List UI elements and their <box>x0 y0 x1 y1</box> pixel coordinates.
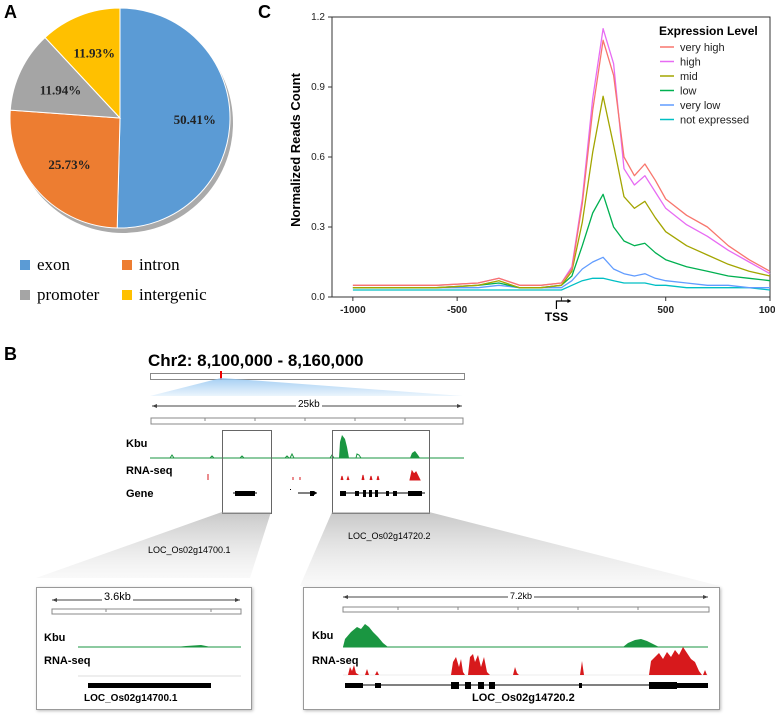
pie-legend-label: intron <box>139 255 180 274</box>
zoom-wedge <box>150 378 463 396</box>
pie-slice-label: 11.94% <box>40 83 82 98</box>
tss-arrowhead <box>567 299 572 303</box>
zoom2-track-kbu: Kbu <box>312 630 334 642</box>
focus-box-gene1 <box>222 430 272 514</box>
legend-label: high <box>680 57 701 69</box>
gene-label-2-zoom: LOC_Os02g14720.2 <box>472 692 575 704</box>
track-label-kbu: Kbu <box>126 438 148 450</box>
zoom1-track-rna: RNA-seq <box>44 655 91 667</box>
series-line-not-expressed <box>352 277 771 291</box>
series-line-very-low <box>352 256 770 289</box>
y-tick-label: 0.6 <box>311 152 325 163</box>
gene-label-1-main: LOC_Os02g14700.1 <box>148 545 231 555</box>
x-tick-label: -500 <box>447 305 467 316</box>
track-label-gene: Gene <box>126 488 154 500</box>
series-line-mid <box>352 95 771 289</box>
pie-legend-item-intergenic: intergenic <box>122 285 207 305</box>
x-tick-label: 1000 <box>759 305 775 316</box>
pie-legend-label: exon <box>37 255 71 274</box>
legend-label: very low <box>680 100 720 112</box>
zoom-tracks-gene1 <box>51 598 242 688</box>
legend-label: not expressed <box>680 115 749 127</box>
promoter-swatch <box>20 290 30 300</box>
legend-title: Expression Level <box>659 24 758 38</box>
intergenic-swatch <box>122 290 132 300</box>
gene-label-2-main: LOC_Os02g14720.2 <box>348 531 431 541</box>
pie-slice-intron <box>9 109 121 229</box>
pie-slice-label: 25.73% <box>48 157 90 172</box>
legend-label: low <box>680 86 697 98</box>
legend-label: very high <box>680 42 725 54</box>
intron-swatch <box>122 260 132 270</box>
pie-slice-label: 11.93% <box>73 45 115 60</box>
pie-legend-item-intron: intron <box>122 255 180 275</box>
y-tick-label: 0.0 <box>311 292 325 303</box>
pie-slice-promoter <box>9 36 122 119</box>
pie-chart: 50.41% 25.73% 11.94% 11.93% <box>9 7 233 233</box>
series-line-high <box>352 28 771 286</box>
y-tick-label: 0.3 <box>311 222 325 233</box>
zoom-panel-gene1 <box>36 587 252 710</box>
chromosome-ideogram <box>150 373 465 380</box>
region-marker <box>220 371 222 380</box>
tss-label: TSS <box>545 310 568 324</box>
zoom-fans <box>36 512 720 586</box>
pie-legend-item-promoter: promoter <box>20 285 99 305</box>
series-line-low <box>352 193 771 289</box>
tss-arrow-icon <box>555 300 570 309</box>
pie-legend-label: intergenic <box>139 285 207 304</box>
zoom1-scale-label: 3.6kb <box>102 591 133 603</box>
line-chart: Normalized Reads Count 0.0 0.3 0.6 0.9 1.2 -1… <box>288 12 775 324</box>
panel-letter-a: A <box>4 2 17 22</box>
y-tick-label: 0.9 <box>311 82 325 93</box>
zoom2-track-rna: RNA-seq <box>312 655 359 667</box>
legend-label: mid <box>680 71 698 83</box>
pie-legend-label: promoter <box>37 285 100 304</box>
series-line-very-high <box>352 39 771 286</box>
zoom-tracks-gene2 <box>342 595 710 689</box>
pie-slice-label: 50.41% <box>174 112 216 127</box>
focus-box-gene2 <box>332 430 430 514</box>
plot-frame <box>331 16 771 298</box>
x-tick-label: -1000 <box>340 305 366 316</box>
exon-swatch <box>20 260 30 270</box>
zoom2-scale-label: 7.2kb <box>508 591 535 601</box>
pie-legend-item-exon: exon <box>20 255 70 275</box>
main-tracks <box>150 435 464 497</box>
zoom1-track-kbu: Kbu <box>44 632 66 644</box>
y-axis-label: Normalized Reads Count <box>288 72 303 227</box>
y-tick-label: 1.2 <box>311 12 325 23</box>
pie-slice-intergenic <box>44 7 121 120</box>
panel-letter-c: C <box>258 2 271 22</box>
pie-slice-exon <box>116 7 231 229</box>
region-title: Chr2: 8,100,000 - 8,160,000 <box>148 351 364 370</box>
track-label-rna: RNA-seq <box>126 465 173 477</box>
x-tick-label: 500 <box>657 305 674 316</box>
gene-label-1-zoom: LOC_Os02g14700.1 <box>84 693 178 704</box>
scale-label-main: 25kb <box>296 399 322 410</box>
panel-letter-b: B <box>4 344 17 364</box>
